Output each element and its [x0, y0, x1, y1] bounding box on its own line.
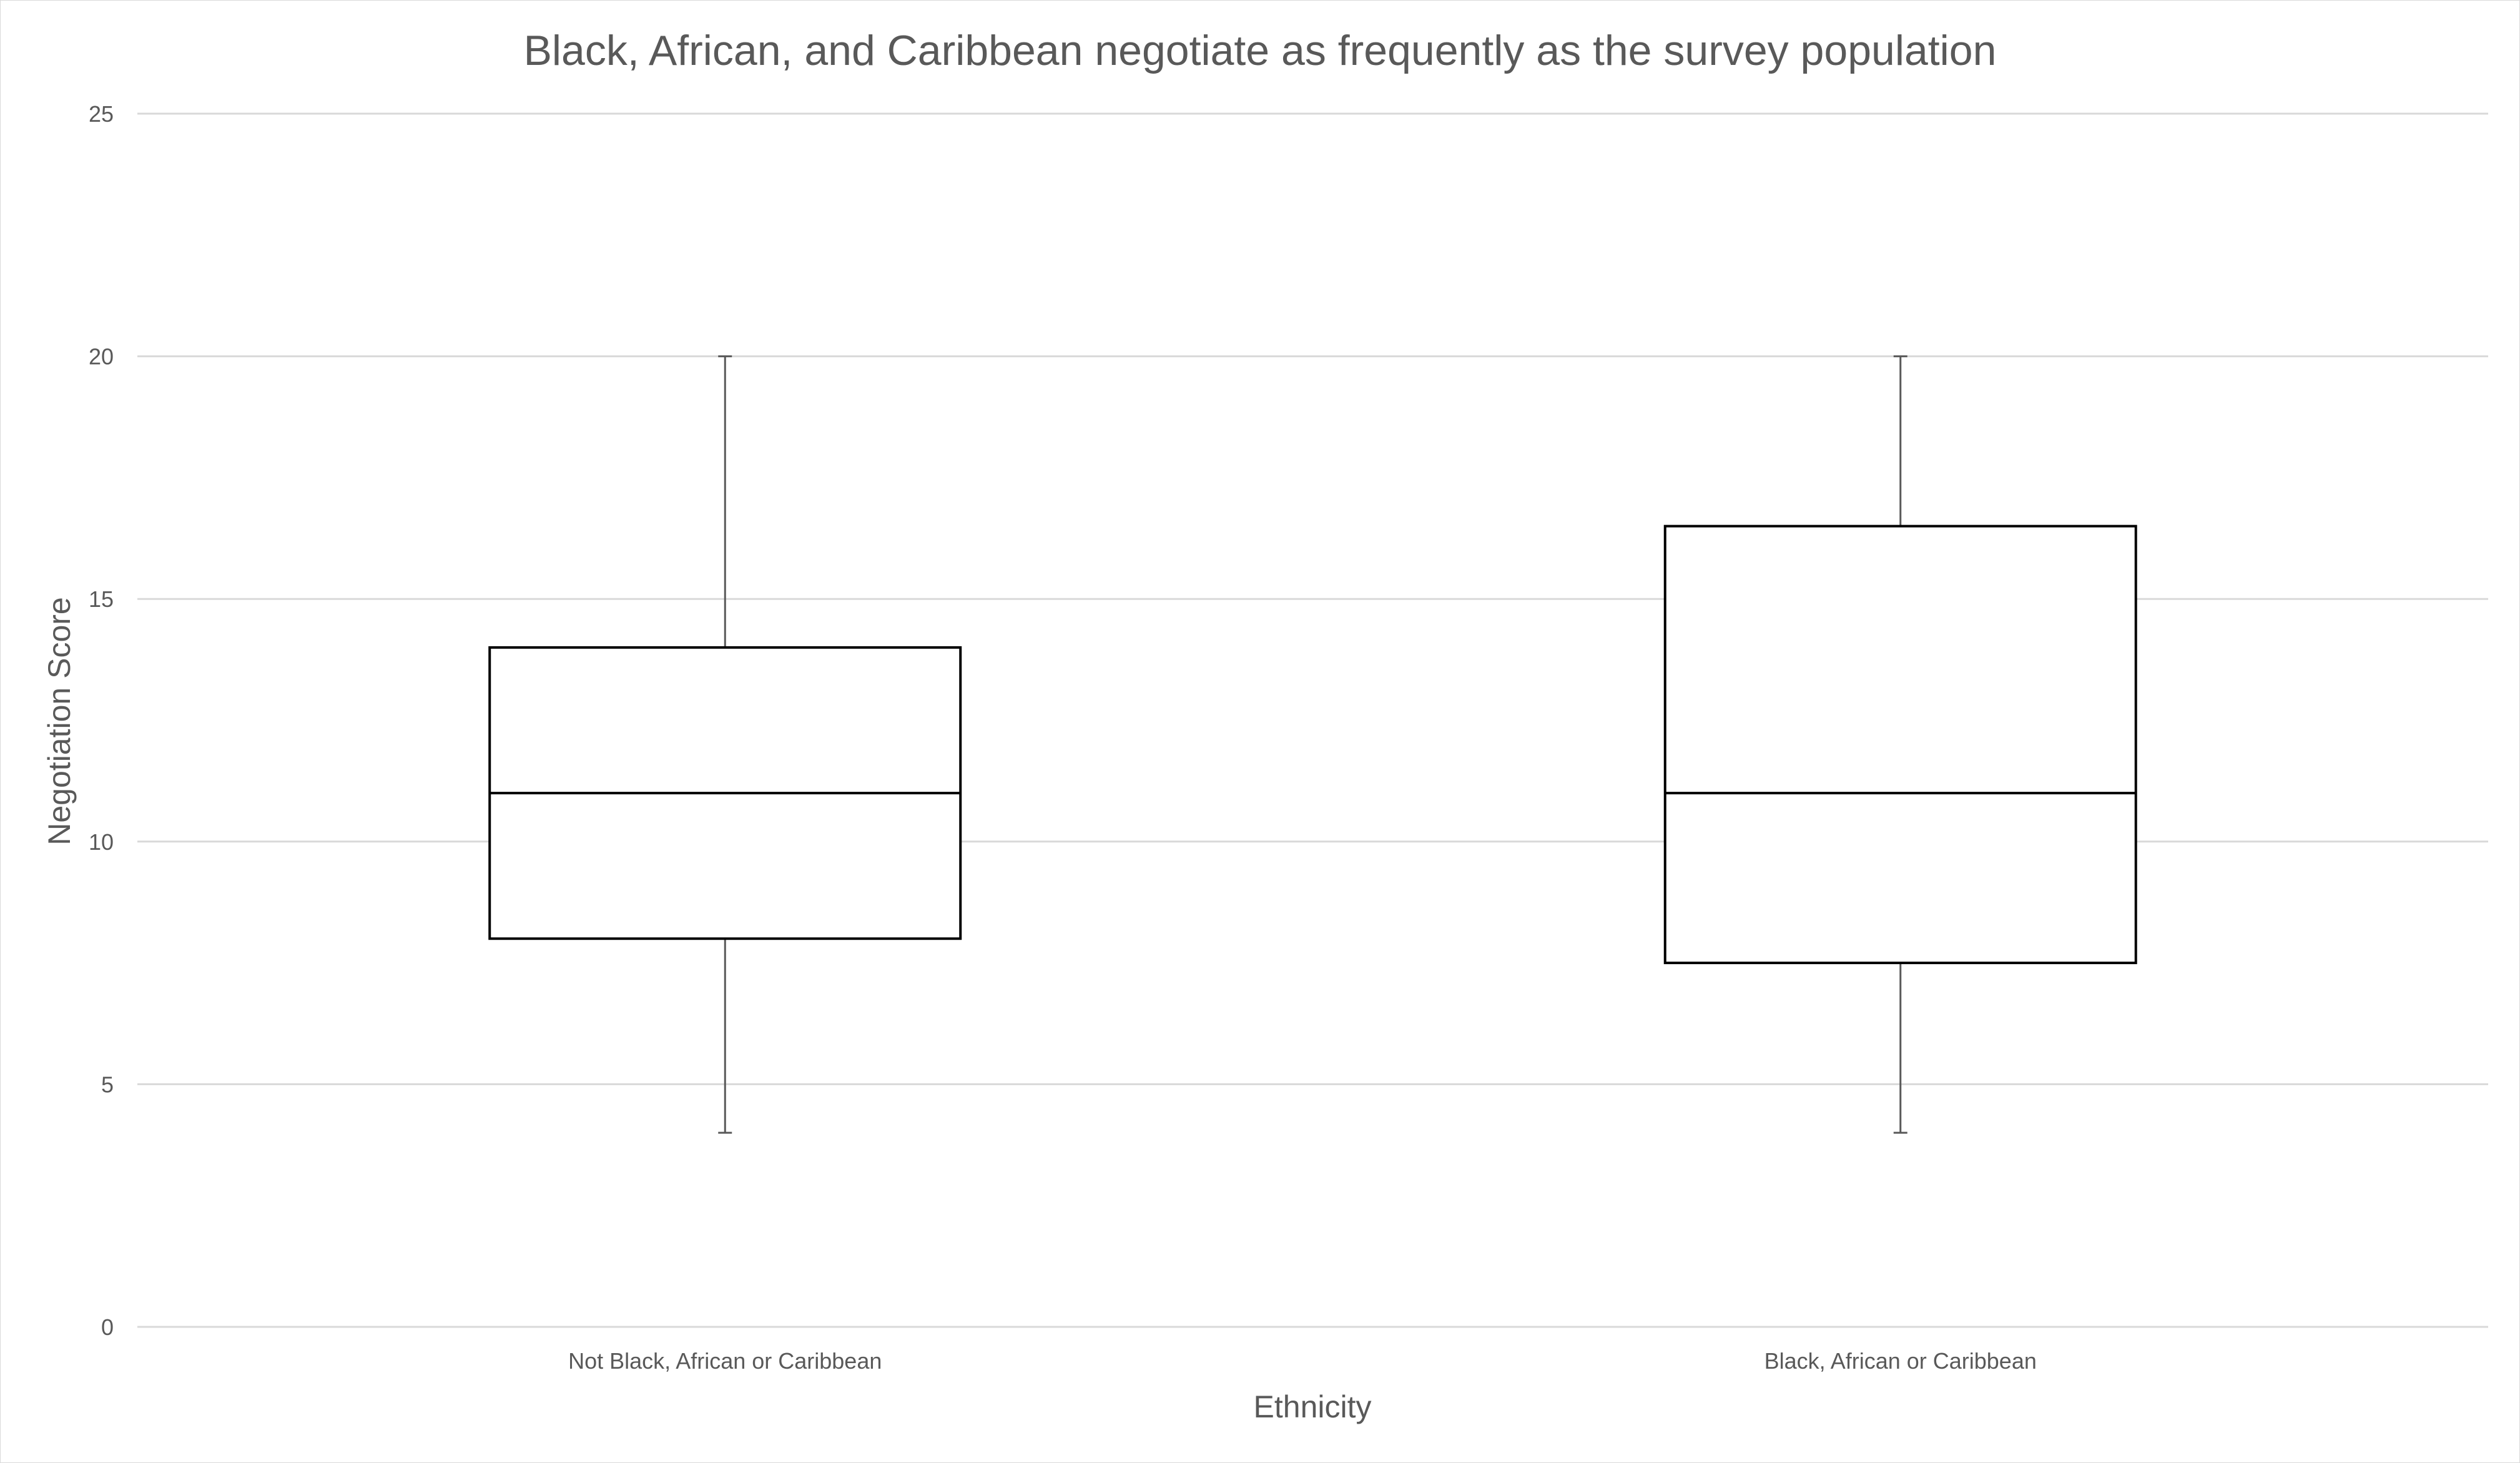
interquartile-box — [1663, 525, 2137, 965]
box-item — [1663, 355, 2137, 1134]
y-axis-title: Negotiation Score — [42, 597, 77, 845]
x-axis-title: Ethnicity — [1254, 1389, 1372, 1424]
y-axis-tick-labels: 0 5 10 15 20 25 — [89, 101, 114, 1340]
x-axis-category-labels: Not Black, African or Caribbean Black, Af… — [568, 1348, 2037, 1374]
y-tick-label: 10 — [89, 829, 114, 855]
chart-title: Black, African, and Caribbean negotiate … — [524, 27, 1997, 74]
box-item — [488, 355, 962, 1134]
x-category-label: Black, African or Caribbean — [1764, 1348, 2037, 1374]
y-tick-label: 15 — [89, 586, 114, 612]
y-tick-label: 25 — [89, 101, 114, 127]
x-category-label: Not Black, African or Caribbean — [568, 1348, 882, 1374]
y-tick-label: 5 — [101, 1071, 114, 1097]
box-plot-series — [488, 355, 2137, 1134]
y-tick-label: 0 — [101, 1314, 114, 1340]
y-tick-label: 20 — [89, 344, 114, 370]
